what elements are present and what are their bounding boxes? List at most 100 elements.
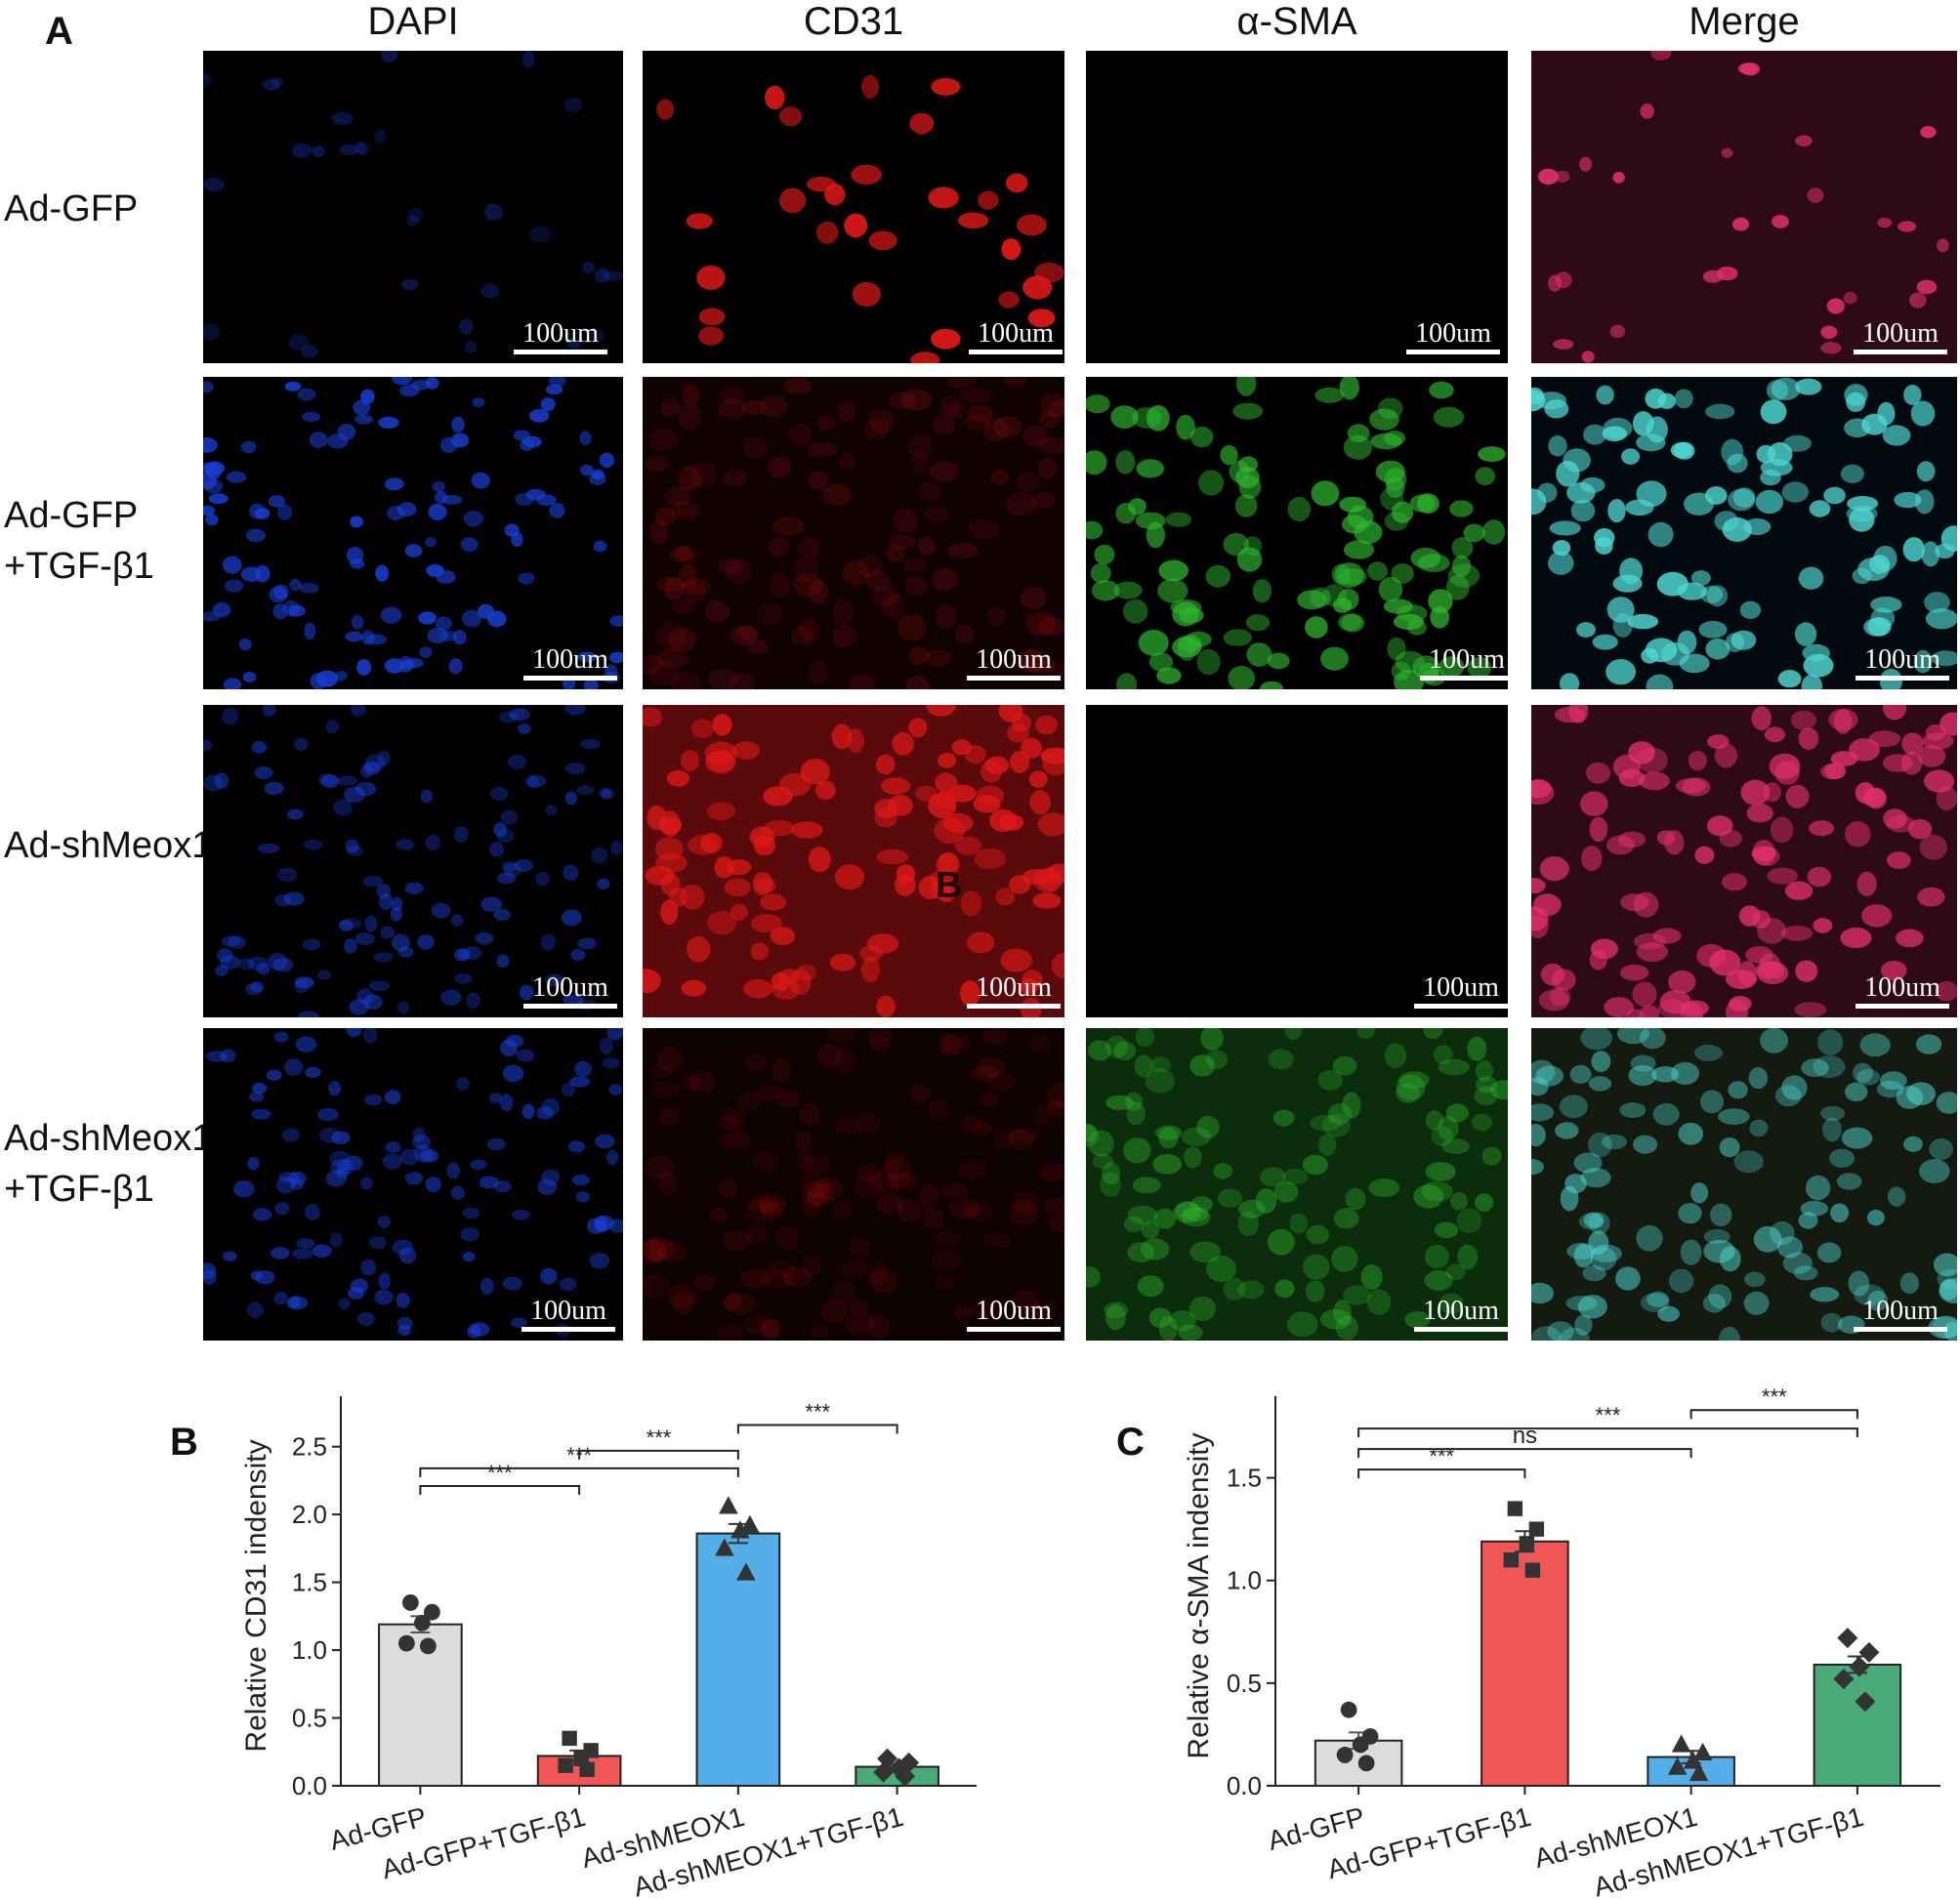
panel-letter: B <box>170 1421 198 1464</box>
data-point <box>715 1538 734 1556</box>
panel-a-letter: A <box>45 10 73 53</box>
row-label-ad-gfp: Ad-GFP <box>4 184 138 234</box>
y-tick-label: 2.5 <box>292 1432 327 1462</box>
micrograph-sma-row3: 100um <box>1086 705 1508 1017</box>
y-tick-label: 0.5 <box>292 1704 327 1733</box>
significance-bracket <box>1357 1448 1692 1459</box>
scale-bar-label: 100um <box>1429 644 1505 675</box>
scale-bar-line <box>1856 1004 1949 1009</box>
scale-bar-line <box>1406 350 1500 354</box>
y-tick-label: 1.0 <box>292 1635 327 1665</box>
scale-bar-line <box>1856 676 1949 681</box>
data-point <box>730 1520 750 1539</box>
column-header-dapi: DAPI <box>367 0 459 43</box>
data-point <box>558 1757 573 1773</box>
sma-bar-chart: C 0.0 0.5 1.0 1.5 Relative α-SMA indensity Ad-… <box>1116 1384 1940 1900</box>
y-axis-label: Relative α-SMA indensity <box>1183 1432 1215 1758</box>
scale-bar-line <box>514 350 607 354</box>
data-point <box>1519 1536 1535 1551</box>
scale-bar-line <box>1420 676 1508 681</box>
micrograph-dapi-row3: 100um <box>203 705 623 1017</box>
scale-bar-label: 100um <box>532 972 608 1003</box>
micrograph-sma-row4: 100um <box>1086 1028 1508 1341</box>
micrograph-dapi-row2: 100um <box>203 377 623 689</box>
significance-bracket <box>578 1449 739 1460</box>
significance-label: *** <box>1429 1444 1454 1468</box>
data-point <box>895 1765 916 1787</box>
significance-label: *** <box>805 1399 830 1424</box>
significance-bracket <box>1357 1427 1858 1438</box>
cell-field <box>203 705 623 1017</box>
scale-bar-label: 100um <box>976 972 1052 1003</box>
data-point <box>736 1562 756 1581</box>
data-point <box>1833 1669 1855 1690</box>
significance-bracket <box>736 1424 898 1434</box>
column-header-merge: Merge <box>1689 0 1800 43</box>
data-point <box>1849 1656 1870 1677</box>
panel-letter: C <box>1116 1421 1145 1464</box>
significance-bracket <box>1689 1409 1858 1420</box>
significance-label: *** <box>487 1461 513 1485</box>
y-tick-label: 1.5 <box>1227 1464 1262 1493</box>
micrograph-merge-row3: 100um <box>1531 705 1957 1017</box>
significance-bracket <box>1357 1468 1526 1479</box>
row-label-ad-shmeox1: Ad-shMeox1 <box>4 820 212 871</box>
significance-label: *** <box>646 1425 672 1450</box>
cell-field <box>1086 1028 1508 1341</box>
data-point <box>1503 1552 1520 1568</box>
micrograph-merge-row1: 100um <box>1531 51 1957 363</box>
data-point <box>877 1748 898 1769</box>
data-point <box>1837 1628 1858 1649</box>
data-point <box>397 1634 415 1652</box>
data-point <box>1352 1736 1369 1754</box>
data-point <box>1357 1755 1375 1772</box>
cell-field <box>643 1028 1064 1341</box>
row-label-line: Ad-shMeox1 <box>4 1118 213 1159</box>
y-tick-label: 1.0 <box>1227 1566 1262 1595</box>
scale-bar-label: 100um <box>1423 1296 1499 1326</box>
scale-bar-line <box>1854 1327 1947 1332</box>
scale-bar-label: 100um <box>1423 972 1499 1003</box>
cell-field <box>656 74 1064 363</box>
row-label-line: Ad-shMeox1 <box>4 825 213 866</box>
y-tick-label: 2.0 <box>292 1500 327 1529</box>
data-point <box>1683 1751 1703 1769</box>
data-point <box>1340 1701 1357 1718</box>
y-tick-label: 0.0 <box>292 1771 327 1800</box>
stray-panel-letter: B <box>936 865 963 906</box>
scale-bar-label: 100um <box>976 644 1052 675</box>
scale-bar-label: 100um <box>1862 1296 1939 1326</box>
data-point <box>562 1730 577 1747</box>
cell-field <box>1531 377 1957 689</box>
data-point <box>1689 1762 1709 1782</box>
data-point <box>1858 1641 1880 1663</box>
scale-bar-line <box>523 1004 617 1009</box>
micrograph-cd31-row3: 100um <box>643 705 1064 1017</box>
micrograph-sma-row2: 100um <box>1086 377 1508 689</box>
data-point <box>401 1594 419 1611</box>
scale-bar-label: 100um <box>978 318 1054 349</box>
micrograph-merge-row4: 100um <box>1531 1028 1957 1341</box>
data-point <box>889 1757 910 1779</box>
micrograph-sma-row1: 100um <box>1086 51 1508 363</box>
y-tick-label: 0.5 <box>1227 1669 1262 1698</box>
scale-bar-line <box>1414 1004 1508 1009</box>
data-point <box>419 1637 437 1655</box>
cell-field <box>643 705 1064 1017</box>
bar <box>1813 1663 1902 1788</box>
scale-bar-line <box>521 1327 615 1332</box>
scale-bar-line <box>967 676 1061 681</box>
data-point <box>740 1514 760 1533</box>
cell-field <box>203 377 623 689</box>
column-header-sma: α-SMA <box>1236 0 1357 43</box>
micrograph-dapi-row1: 100um <box>203 51 623 363</box>
data-point <box>1528 1521 1545 1537</box>
micrograph-cd31-row4: 100um <box>643 1028 1064 1341</box>
cell-field <box>1531 705 1957 1017</box>
scale-bar-line <box>969 350 1063 354</box>
scale-bar-label: 100um <box>976 1296 1052 1326</box>
data-point <box>413 1614 431 1632</box>
scale-bar-label: 100um <box>522 318 599 349</box>
column-header-cd31: CD31 <box>803 0 904 43</box>
row-label-ad-gfp-tgf: Ad-GFP +TGF-β1 <box>4 490 154 592</box>
